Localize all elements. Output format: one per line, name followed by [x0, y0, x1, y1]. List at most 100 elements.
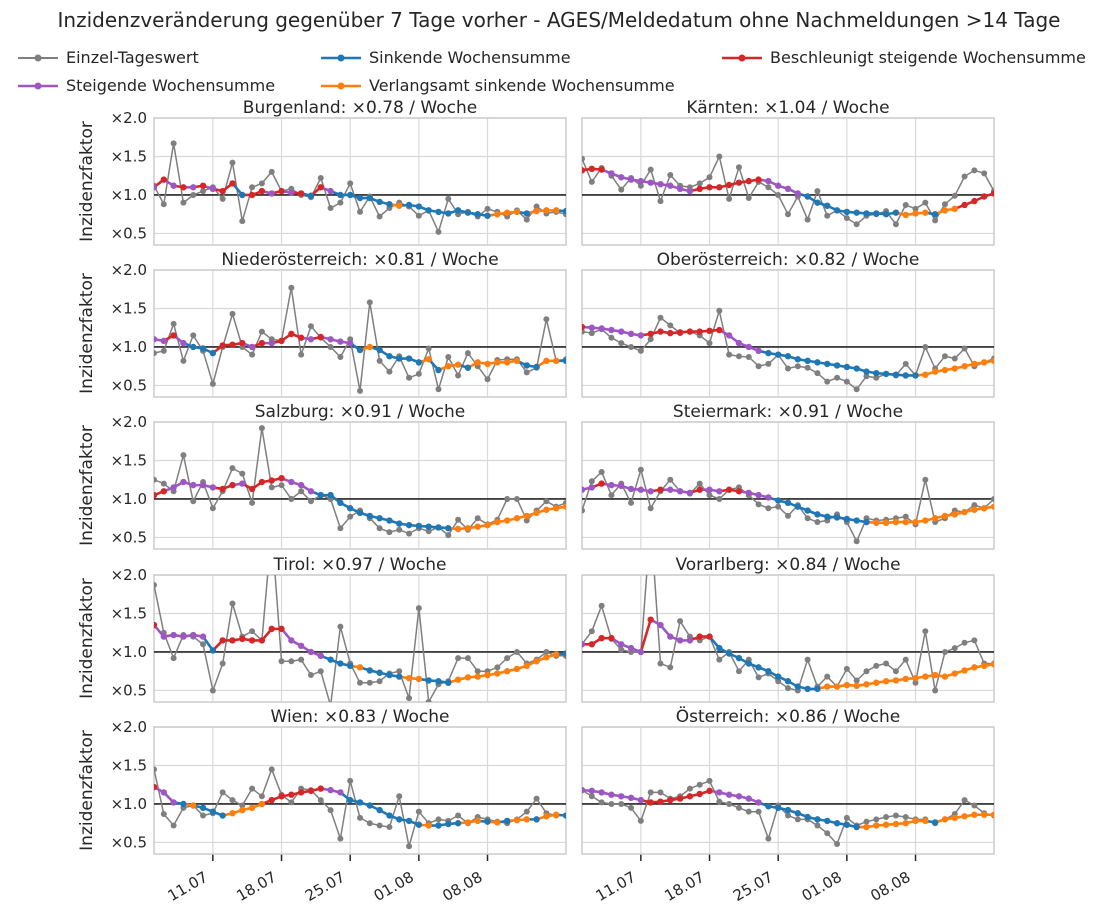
- daily-point: [775, 678, 782, 685]
- daily-point: [755, 808, 762, 815]
- weekly-point: [425, 822, 432, 829]
- subplot-6: ×2.0 ×1.5 ×1.0 ×0.5 Inzidenzfaktor Tirol: ×0.…: [77, 555, 567, 703]
- weekly-point: [523, 210, 530, 217]
- weekly-point: [248, 191, 256, 199]
- y-tick-label: ×2.0: [111, 261, 147, 279]
- weekly-point: [686, 328, 694, 335]
- weekly-point: [588, 787, 596, 795]
- weekly-point: [327, 491, 334, 499]
- daily-point: [922, 343, 929, 350]
- series-group: [582, 307, 994, 393]
- daily-point: [755, 363, 762, 370]
- daily-point: [464, 655, 471, 662]
- weekly-point: [405, 817, 413, 825]
- weekly-point: [454, 676, 462, 683]
- daily-point: [735, 668, 742, 675]
- weekly-point: [804, 357, 811, 365]
- weekly-point: [902, 372, 909, 379]
- weekly-point: [552, 207, 560, 214]
- weekly-point: [873, 210, 880, 217]
- x-tick-label: 01.08: [799, 868, 845, 905]
- weekly-point: [784, 806, 792, 814]
- weekly-point: [288, 791, 295, 798]
- daily-point: [513, 648, 520, 655]
- daily-point: [425, 345, 432, 352]
- legend-item-einzel-tageswert: Einzel-Tageswert: [18, 48, 199, 67]
- weekly-point: [755, 664, 762, 671]
- weekly-point: [190, 481, 197, 489]
- y-tick-label: ×1.0: [111, 490, 147, 508]
- weekly-point: [484, 521, 491, 529]
- weekly-point: [180, 633, 187, 640]
- weekly-point: [317, 491, 324, 499]
- weekly-point: [637, 177, 645, 185]
- weekly-point: [346, 339, 354, 347]
- weekly-point: [386, 671, 393, 679]
- daily-series-line: [154, 428, 566, 537]
- legend-swatch-daily: [18, 54, 58, 61]
- weekly-point: [716, 789, 723, 796]
- y-tick-label: ×1.5: [111, 756, 147, 774]
- series-group: [582, 777, 994, 847]
- y-tick-label: ×2.0: [111, 566, 147, 584]
- subplot-3: Oberösterreich: ×0.82 / Woche: [581, 250, 995, 398]
- daily-point: [337, 199, 344, 206]
- daily-point: [425, 699, 432, 702]
- weekly-point: [676, 795, 684, 802]
- weekly-point: [804, 813, 811, 821]
- weekly-point: [543, 207, 550, 214]
- legend-swatch-beschleunigt: [722, 54, 762, 61]
- daily-point: [474, 515, 481, 522]
- weekly-point: [170, 332, 177, 339]
- x-tick-label: 25.07: [730, 868, 776, 905]
- weekly-point: [484, 671, 491, 679]
- daily-point: [628, 343, 635, 350]
- weekly-point: [667, 796, 674, 804]
- weekly-point: [268, 190, 275, 197]
- daily-point: [735, 353, 742, 360]
- weekly-point: [863, 823, 870, 831]
- weekly-point: [912, 210, 919, 217]
- daily-point: [961, 345, 968, 352]
- weekly-point: [199, 804, 207, 812]
- plot-frame: [153, 117, 567, 246]
- daily-point: [598, 799, 605, 806]
- x-tick-label: 11.07: [593, 868, 639, 905]
- daily-point: [902, 814, 909, 821]
- weekly-point: [755, 347, 762, 355]
- weekly-point: [415, 203, 423, 210]
- weekly-point: [317, 184, 324, 191]
- weekly-point: [647, 330, 654, 338]
- weekly-point: [598, 166, 605, 173]
- y-tick-label: ×1.0: [111, 795, 147, 813]
- weekly-series-segment: [639, 618, 652, 654]
- weekly-point: [814, 685, 821, 693]
- daily-point: [190, 498, 197, 505]
- daily-point: [873, 374, 880, 381]
- legend-swatch-verlangsamt: [321, 82, 361, 89]
- daily-point: [637, 817, 644, 824]
- weekly-point: [552, 651, 560, 658]
- daily-point: [902, 360, 909, 367]
- daily-point: [307, 672, 314, 679]
- weekly-point: [980, 359, 988, 366]
- weekly-point: [863, 518, 870, 526]
- daily-point: [180, 357, 187, 364]
- weekly-point: [863, 210, 870, 217]
- daily-point: [523, 517, 530, 524]
- daily-point: [961, 639, 968, 646]
- weekly-point: [843, 208, 851, 216]
- weekly-point: [278, 337, 285, 345]
- weekly-point: [366, 667, 374, 674]
- weekly-point: [229, 180, 236, 187]
- daily-point: [170, 320, 177, 327]
- weekly-point: [229, 810, 236, 817]
- weekly-point: [219, 637, 226, 644]
- daily-point: [455, 372, 462, 379]
- daily-point: [588, 330, 595, 337]
- weekly-point: [356, 194, 364, 202]
- weekly-point: [248, 637, 256, 644]
- weekly-point: [503, 209, 511, 216]
- weekly-point: [582, 486, 586, 493]
- weekly-point: [170, 799, 177, 806]
